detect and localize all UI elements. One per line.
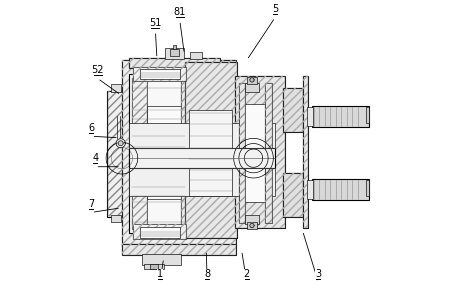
Bar <box>302 76 308 228</box>
Bar <box>129 122 275 148</box>
Polygon shape <box>250 223 254 228</box>
Bar <box>245 83 259 92</box>
Bar <box>283 173 303 217</box>
Bar <box>140 69 180 79</box>
Bar <box>239 83 245 223</box>
Text: 6: 6 <box>89 123 94 132</box>
Text: 4: 4 <box>92 153 99 163</box>
Bar <box>185 62 237 238</box>
Bar <box>147 106 182 199</box>
Text: 8: 8 <box>204 269 210 279</box>
Bar <box>247 77 257 84</box>
Bar <box>122 60 236 246</box>
Text: 51: 51 <box>149 17 162 28</box>
Bar <box>170 49 179 55</box>
Bar <box>144 264 164 269</box>
Bar <box>142 254 181 265</box>
Bar <box>312 106 369 127</box>
Bar <box>133 67 186 81</box>
Bar <box>235 76 285 228</box>
Bar <box>133 67 186 81</box>
Bar <box>239 83 245 223</box>
Bar <box>307 107 313 125</box>
Bar <box>132 78 147 229</box>
Bar <box>129 148 275 168</box>
Text: 81: 81 <box>174 7 186 17</box>
Bar <box>129 74 185 233</box>
Bar <box>307 181 313 199</box>
Bar <box>365 180 369 196</box>
Text: 2: 2 <box>244 269 250 279</box>
Bar <box>111 215 121 222</box>
Bar <box>247 222 257 229</box>
Bar <box>181 78 185 229</box>
Bar <box>133 224 186 239</box>
Bar <box>265 83 272 223</box>
Bar <box>122 60 236 246</box>
Bar <box>122 244 236 255</box>
Text: 3: 3 <box>316 269 321 279</box>
Bar <box>129 58 220 68</box>
Bar <box>107 91 124 217</box>
Bar <box>129 58 220 68</box>
Bar <box>132 78 147 229</box>
Bar <box>181 78 185 229</box>
Bar <box>189 110 232 196</box>
Polygon shape <box>116 139 125 148</box>
Bar <box>111 84 121 92</box>
Bar <box>129 168 275 196</box>
Bar <box>302 76 308 228</box>
Bar <box>133 224 186 239</box>
Bar <box>283 88 303 132</box>
Bar <box>185 62 237 238</box>
Text: 52: 52 <box>91 65 104 75</box>
Bar <box>239 104 265 202</box>
Bar <box>312 179 369 200</box>
Bar <box>265 83 272 223</box>
Bar <box>283 88 303 132</box>
Bar <box>108 91 123 216</box>
Text: 1: 1 <box>157 269 163 279</box>
Bar <box>122 244 236 255</box>
Polygon shape <box>250 78 254 82</box>
Text: 7: 7 <box>89 199 94 209</box>
Text: 5: 5 <box>272 4 278 14</box>
Polygon shape <box>118 141 123 146</box>
Bar <box>140 227 180 238</box>
Bar <box>235 76 285 228</box>
Bar <box>365 107 369 123</box>
Bar <box>164 48 184 59</box>
Bar <box>283 173 303 217</box>
Bar <box>173 45 176 50</box>
Bar <box>190 52 202 59</box>
Bar <box>245 215 259 224</box>
Bar <box>150 264 158 269</box>
